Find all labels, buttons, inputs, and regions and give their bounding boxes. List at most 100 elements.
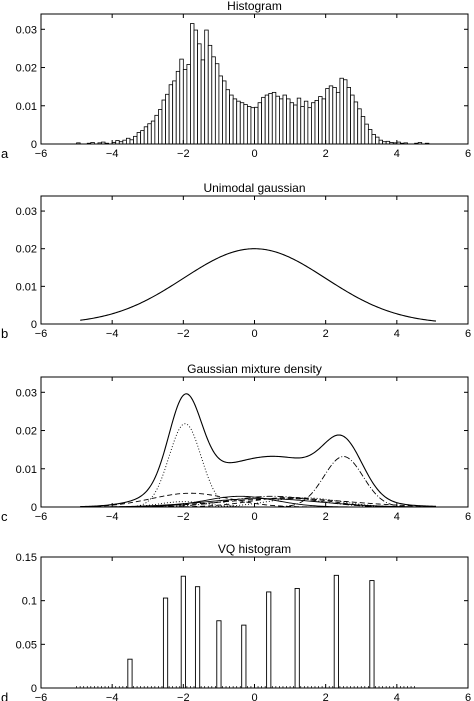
x-tick-label: −6 — [35, 511, 48, 523]
x-tick-label: −6 — [35, 328, 48, 340]
component-curve — [80, 495, 436, 507]
y-tick-label: 0.01 — [16, 464, 37, 476]
x-tick-label: −4 — [106, 692, 119, 701]
histogram-bar — [165, 93, 170, 144]
histogram-bar — [246, 106, 252, 144]
histogram-bar — [339, 77, 344, 144]
histogram-bar — [204, 29, 209, 144]
histogram-bar — [122, 139, 127, 144]
axes-frame — [40, 556, 469, 689]
x-tick-label: −4 — [106, 511, 119, 523]
plot-area — [76, 574, 415, 688]
histogram-bar — [190, 23, 195, 144]
vq-bar — [333, 574, 339, 688]
histogram-bar — [115, 140, 120, 144]
histogram-bar — [236, 100, 241, 144]
y-tick-label: 0 — [31, 139, 37, 151]
x-tick-label: −6 — [35, 148, 48, 160]
vq-bar — [216, 620, 222, 688]
histogram-bar — [367, 129, 373, 144]
histogram-bar — [296, 97, 302, 144]
vq-bar — [266, 591, 272, 688]
x-tick-label: 0 — [251, 511, 257, 523]
x-tick-label: −2 — [177, 148, 190, 160]
histogram-bar — [161, 99, 166, 144]
plot-area — [80, 248, 437, 322]
histogram-bar — [179, 58, 184, 144]
x-tick-label: −4 — [106, 328, 119, 340]
histogram-bar — [182, 69, 188, 144]
vq-bar — [162, 597, 169, 688]
y-tick-label: 0.02 — [16, 63, 37, 75]
y-tick-label: 0.03 — [16, 24, 37, 36]
histogram-bar — [147, 123, 152, 144]
histogram-bar — [268, 93, 273, 144]
x-tick-label: 4 — [394, 511, 400, 523]
y-tick-label: 0 — [31, 319, 37, 331]
histogram-bar — [346, 87, 351, 144]
histogram-bar — [126, 137, 131, 144]
x-tick-label: −4 — [106, 148, 119, 160]
x-tick-label: 2 — [323, 511, 329, 523]
chart-title: Gaussian mixture density — [187, 362, 322, 376]
histogram-bar — [254, 106, 259, 144]
y-tick-label: 0.01 — [16, 281, 37, 293]
chart-title: Histogram — [227, 0, 282, 13]
panel-label: d — [1, 690, 8, 701]
x-tick-label: 6 — [465, 692, 471, 701]
y-tick-label: 0.15 — [16, 552, 37, 564]
density-curve — [80, 248, 437, 322]
x-tick-label: −6 — [35, 692, 48, 701]
histogram-bar — [261, 96, 266, 144]
x-tick-label: 0 — [251, 148, 257, 160]
histogram-bar — [140, 130, 145, 144]
y-tick-label: 0 — [31, 502, 37, 514]
x-tick-label: 4 — [394, 148, 400, 160]
y-tick-label: 0.03 — [16, 387, 37, 399]
histogram-bar — [289, 102, 295, 144]
histogram-bar — [193, 29, 198, 144]
histogram-bar — [300, 106, 305, 144]
histogram-bar — [158, 109, 163, 144]
histogram-bar — [136, 132, 142, 144]
density-curve — [80, 393, 436, 507]
x-tick-label: −2 — [177, 328, 190, 340]
histogram-bar — [133, 135, 138, 144]
histogram-bar — [154, 114, 159, 144]
chart-title: VQ histogram — [218, 542, 291, 556]
histogram-bar — [318, 96, 323, 144]
axes-frame — [40, 376, 469, 508]
histogram-bar — [343, 79, 348, 144]
x-tick-label: 4 — [394, 328, 400, 340]
y-tick-label: 0.05 — [16, 639, 37, 651]
histogram-bar — [350, 94, 355, 144]
histogram-bar — [375, 136, 380, 144]
y-tick-label: 0.1 — [22, 596, 37, 608]
histogram-bar — [303, 100, 309, 144]
component-curve — [80, 492, 436, 507]
panel-label: b — [1, 326, 8, 341]
histogram-bar — [286, 98, 291, 144]
plot-area — [80, 393, 436, 507]
histogram-bar — [239, 102, 245, 144]
histogram-bar — [314, 100, 319, 144]
x-tick-label: 2 — [323, 148, 329, 160]
histogram-bar — [353, 101, 359, 144]
x-tick-label: −2 — [177, 692, 190, 701]
histogram-bar — [325, 88, 330, 144]
y-tick-label: 0.01 — [16, 101, 37, 113]
histogram-bar — [378, 139, 383, 144]
y-tick-label: 0.03 — [16, 206, 37, 218]
histogram-bar — [143, 126, 149, 144]
histogram-bar — [214, 63, 220, 144]
vq-bar — [127, 658, 133, 688]
histogram-bar — [275, 95, 280, 144]
x-tick-label: 2 — [323, 692, 329, 701]
histogram-bar — [371, 134, 376, 144]
histogram-bar — [282, 94, 287, 144]
panel-c: Gaussian mixture density −6 −4 −2 0 2 4 6 0 0.01 0… — [1, 362, 471, 524]
x-tick-label: 0 — [251, 692, 257, 701]
histogram-bar — [311, 102, 316, 144]
histogram-bar — [335, 91, 341, 144]
